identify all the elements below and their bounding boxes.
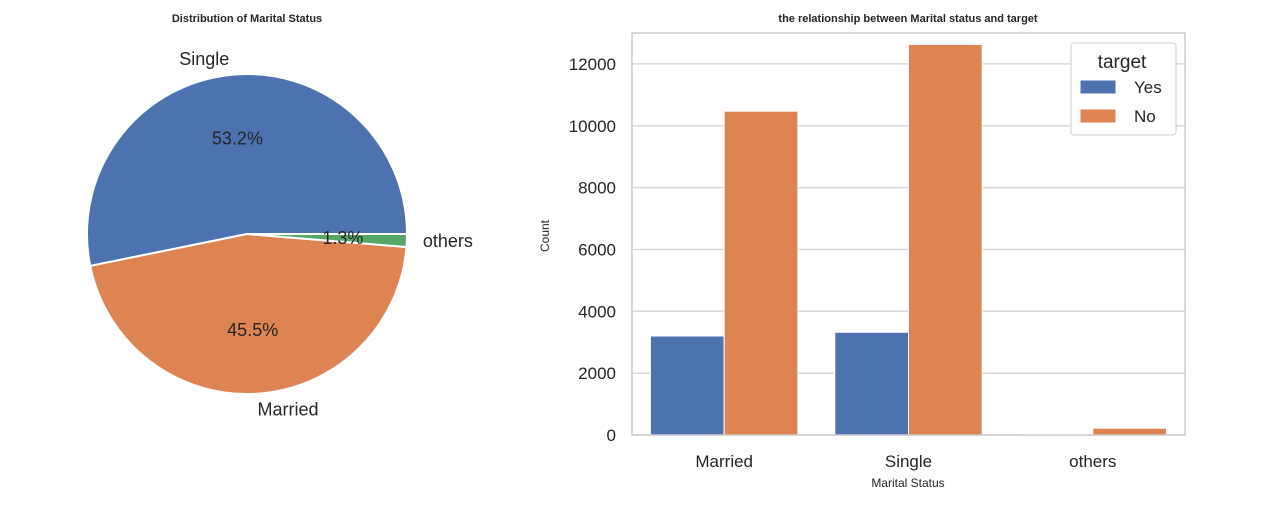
legend-label-no: No <box>1134 107 1156 126</box>
bar-married-no <box>723 110 799 436</box>
x-axis-label: Marital Status <box>871 476 944 490</box>
legend-swatch-yes <box>1079 79 1117 95</box>
legend-swatch-no <box>1079 108 1117 124</box>
plot-frame <box>631 32 1186 436</box>
y-tick-label: 4000 <box>578 302 616 321</box>
legend-title: target <box>1098 52 1147 73</box>
bar-single-yes <box>834 331 909 436</box>
legend: target Yes No <box>1070 42 1177 136</box>
y-tick-label: 0 <box>607 426 616 445</box>
pie-category-label-married: Married <box>258 400 319 420</box>
pie-slice-married <box>89 233 408 396</box>
y-axis-label: Count <box>538 219 552 252</box>
y-tick-label: 8000 <box>578 179 616 198</box>
bars <box>649 43 1168 436</box>
x-tick-labels: Married Single others <box>695 452 1116 471</box>
y-tick-label: 10000 <box>569 117 616 136</box>
pie-category-label-single: Single <box>179 49 229 69</box>
pie-pct-label-married: 45.5% <box>227 320 278 340</box>
pie-chart: Distribution of Marital Status 53.2% Sing… <box>86 13 473 420</box>
bar-others-no <box>1092 427 1168 436</box>
x-tick-label: Single <box>885 452 932 471</box>
y-tick-label: 2000 <box>578 364 616 383</box>
pie-slices <box>86 73 409 396</box>
bar-single-no <box>908 43 983 436</box>
pie-labels: 53.2% Single 45.5% Married 1.3% others <box>179 49 473 420</box>
y-tick-labels: 0 2000 4000 6000 8000 10000 12000 <box>569 55 616 445</box>
x-tick-label: others <box>1069 452 1116 471</box>
pie-pct-label-others: 1.3% <box>322 228 363 248</box>
pie-slice-others <box>246 233 409 249</box>
legend-entries: Yes No <box>1079 78 1162 126</box>
bar-title: the relationship between Marital status … <box>778 13 1037 25</box>
bar-married-yes <box>649 335 725 436</box>
pie-slice-single <box>86 73 408 267</box>
y-tick-label: 6000 <box>578 241 616 260</box>
pie-category-label-others: others <box>423 231 473 251</box>
x-tick-label: Married <box>695 452 753 471</box>
legend-label-yes: Yes <box>1134 78 1162 97</box>
pie-pct-label-single: 53.2% <box>212 129 263 149</box>
bar-chart: the relationship between Marital status … <box>538 13 1186 490</box>
pie-title: Distribution of Marital Status <box>172 13 322 25</box>
y-tick-label: 12000 <box>569 55 616 74</box>
